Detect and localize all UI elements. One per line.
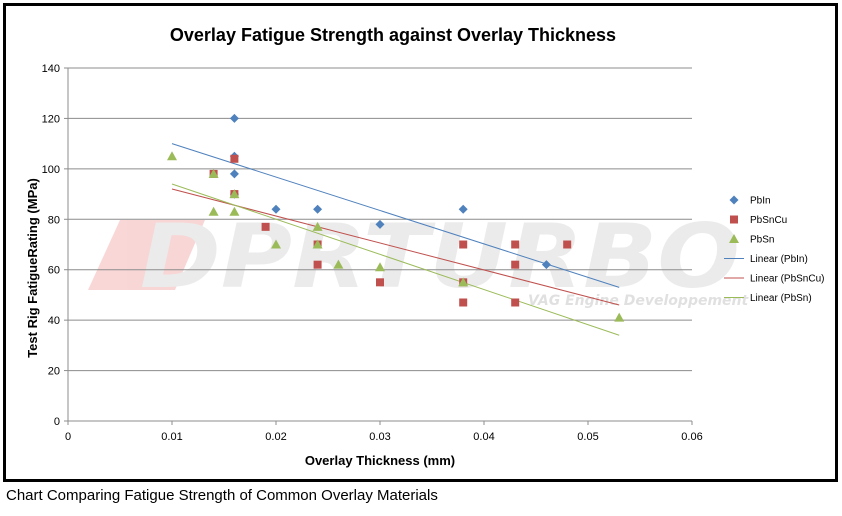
legend-marker-pbin — [729, 195, 739, 205]
figure-caption: Chart Comparing Fatigue Strength of Comm… — [6, 487, 438, 504]
legend-label-linear-pbin: Linear (PbIn) — [750, 254, 808, 265]
x-tick-label: 0.04 — [473, 431, 494, 443]
legend-marker-pbsn — [729, 234, 739, 243]
data-point-pbsncu — [261, 222, 270, 231]
data-point-pbsn — [312, 221, 323, 231]
data-point-pbsn — [208, 168, 219, 178]
watermark-brand: DPRTURBO — [140, 205, 740, 308]
x-tick-label: 0 — [65, 431, 71, 443]
data-point-pbin — [229, 113, 239, 123]
y-tick-label: 100 — [42, 164, 60, 176]
y-tick-label: 20 — [48, 366, 60, 378]
data-point-pbsn — [229, 189, 240, 199]
data-point-pbsncu — [511, 240, 520, 249]
x-tick-label: 0.06 — [681, 431, 702, 443]
data-point-pbsncu — [376, 278, 384, 287]
data-point-pbsn — [271, 239, 281, 249]
watermark: DPRTURBO VAG Engine Developpement — [88, 205, 750, 309]
data-point-pbin — [541, 260, 551, 270]
data-point-pbsncu — [511, 298, 520, 307]
y-axis-title: Test Rig FatigueRating (MPa) — [25, 178, 40, 358]
data-point-pbsn — [614, 312, 625, 322]
data-point-pbin — [375, 219, 385, 229]
data-point-pbin — [458, 204, 468, 214]
chart-title: Overlay Fatigue Strength against Overlay… — [170, 25, 616, 45]
data-point-pbin — [229, 169, 239, 179]
data-point-pbin — [271, 204, 281, 214]
chart-svg: DPRTURBO VAG Engine Developpement Overla… — [25, 25, 824, 468]
data-point-pbin — [313, 204, 323, 214]
legend-label-linear-pbsn: Linear (PbSn) — [750, 293, 812, 304]
data-point-pbsn — [312, 239, 323, 249]
watermark-subtitle: VAG Engine Developpement — [528, 293, 750, 309]
trendline-linear-pbsn — [171, 183, 620, 336]
legend: PbIn PbSnCu PbSn Linear (PbIn) Linear (PbSnC… — [724, 195, 824, 304]
points-layer — [167, 113, 625, 322]
x-axis-title: Overlay Thickness (mm) — [305, 453, 455, 468]
x-tick-label: 0.02 — [265, 431, 286, 443]
grid-layer — [68, 67, 692, 372]
y-tick-label: 0 — [54, 416, 60, 428]
legend-label-pbsncu: PbSnCu — [750, 215, 787, 226]
trendline-linear-pbsncu — [171, 188, 620, 306]
x-tick-label: 0.01 — [161, 431, 182, 443]
data-point-pbsncu — [313, 260, 322, 269]
data-point-pbsncu — [459, 240, 468, 249]
y-tick-label: 120 — [42, 113, 60, 125]
y-tick-label: 80 — [48, 214, 60, 226]
x-tick-label: 0.05 — [577, 431, 598, 443]
watermark-red-mark — [88, 220, 205, 290]
data-point-pbsncu — [511, 260, 520, 269]
y-tick-label: 60 — [48, 265, 60, 277]
data-point-pbsn — [229, 206, 240, 216]
data-point-pbsn — [208, 206, 219, 216]
y-tick-label: 40 — [48, 315, 60, 327]
y-tick-label: 140 — [42, 63, 60, 75]
data-point-pbsn — [458, 277, 469, 287]
data-point-pbsn — [375, 262, 385, 272]
legend-label-linear-pbsncu: Linear (PbSnCu) — [750, 274, 824, 285]
x-tick-label: 0.03 — [369, 431, 390, 443]
data-point-pbsncu — [230, 154, 239, 163]
legend-label-pbin: PbIn — [750, 196, 771, 207]
data-point-pbsncu — [459, 298, 468, 307]
data-point-pbsncu — [563, 240, 572, 249]
axes-layer: 0 20 40 60 80 100 120 140 0 0.01 0.02 0.03 0.04 0.05 0… — [42, 63, 703, 443]
legend-marker-pbsncu — [730, 215, 738, 224]
data-point-pbsn — [333, 259, 344, 269]
data-point-pbsn — [167, 151, 177, 161]
legend-label-pbsn: PbSn — [750, 235, 774, 246]
